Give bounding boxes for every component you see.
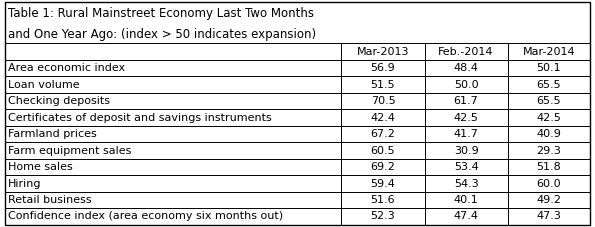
Text: 70.5: 70.5 xyxy=(371,96,395,106)
Text: Table 1: Rural Mainstreet Economy Last Two Months: Table 1: Rural Mainstreet Economy Last T… xyxy=(8,7,314,20)
Text: 41.7: 41.7 xyxy=(453,129,478,139)
Text: 50.1: 50.1 xyxy=(537,63,561,73)
Text: Farm equipment sales: Farm equipment sales xyxy=(8,146,131,155)
Text: 42.4: 42.4 xyxy=(371,113,396,123)
Text: 47.4: 47.4 xyxy=(453,212,478,222)
Text: 51.6: 51.6 xyxy=(371,195,395,205)
Text: 48.4: 48.4 xyxy=(453,63,478,73)
Text: 40.1: 40.1 xyxy=(454,195,478,205)
Text: 53.4: 53.4 xyxy=(454,162,478,172)
Text: 67.2: 67.2 xyxy=(371,129,396,139)
Text: Retail business: Retail business xyxy=(8,195,92,205)
Text: 50.0: 50.0 xyxy=(454,80,478,90)
Text: Hiring: Hiring xyxy=(8,178,41,189)
Text: Confidence index (area economy six months out): Confidence index (area economy six month… xyxy=(8,212,283,222)
Text: Area economic index: Area economic index xyxy=(8,63,125,73)
Text: Mar-2013: Mar-2013 xyxy=(357,47,409,57)
Text: 56.9: 56.9 xyxy=(371,63,395,73)
Text: 51.5: 51.5 xyxy=(371,80,395,90)
Text: 29.3: 29.3 xyxy=(537,146,562,155)
Text: 52.3: 52.3 xyxy=(371,212,395,222)
Text: 60.0: 60.0 xyxy=(537,178,561,189)
Text: Feb.-2014: Feb.-2014 xyxy=(439,47,494,57)
Text: 30.9: 30.9 xyxy=(454,146,478,155)
Text: Certificates of deposit and savings instruments: Certificates of deposit and savings inst… xyxy=(8,113,271,123)
Text: 40.9: 40.9 xyxy=(537,129,562,139)
Text: 42.5: 42.5 xyxy=(537,113,562,123)
Text: 60.5: 60.5 xyxy=(371,146,395,155)
Text: Mar-2014: Mar-2014 xyxy=(522,47,575,57)
Text: Checking deposits: Checking deposits xyxy=(8,96,109,106)
Text: 65.5: 65.5 xyxy=(537,80,561,90)
Text: 65.5: 65.5 xyxy=(537,96,561,106)
Text: 61.7: 61.7 xyxy=(454,96,478,106)
Text: Farmland prices: Farmland prices xyxy=(8,129,96,139)
Text: and One Year Ago: (index > 50 indicates expansion): and One Year Ago: (index > 50 indicates … xyxy=(8,28,316,41)
Text: 51.8: 51.8 xyxy=(537,162,561,172)
Text: Home sales: Home sales xyxy=(8,162,73,172)
Text: 42.5: 42.5 xyxy=(453,113,478,123)
Text: 47.3: 47.3 xyxy=(537,212,562,222)
Text: 69.2: 69.2 xyxy=(371,162,396,172)
Text: 59.4: 59.4 xyxy=(371,178,396,189)
Text: Loan volume: Loan volume xyxy=(8,80,79,90)
Text: 54.3: 54.3 xyxy=(454,178,478,189)
Text: 49.2: 49.2 xyxy=(537,195,562,205)
